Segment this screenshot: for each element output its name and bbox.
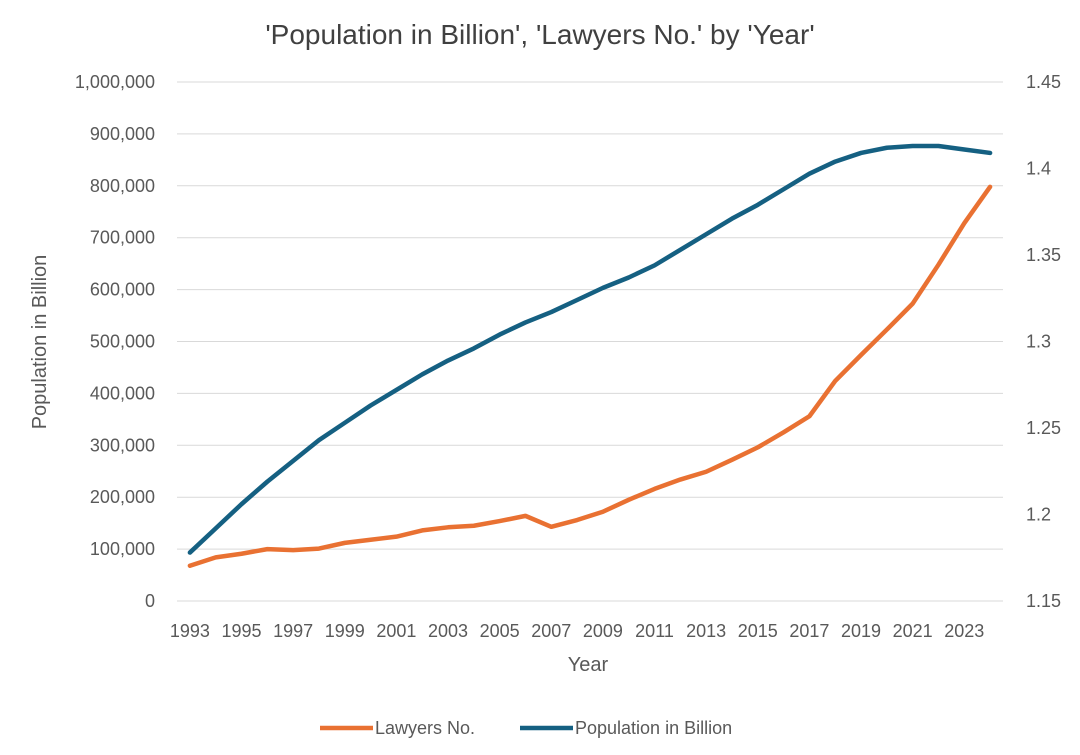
y2-tick-label: 1.35 (1026, 245, 1061, 265)
left-y-axis-ticks: 0 100,000 200,000 300,000 400,000 500,000 600,… (75, 72, 155, 611)
x-tick-label: 1999 (325, 621, 365, 641)
y-tick-label: 800,000 (90, 176, 155, 196)
gridlines (177, 81, 1003, 602)
x-tick-label: 2007 (531, 621, 571, 641)
x-tick-label: 1993 (170, 621, 210, 641)
x-axis-label: Year (568, 654, 609, 676)
y2-tick-label: 1.2 (1026, 505, 1051, 525)
legend-label: Population in Billion (575, 718, 732, 738)
y2-tick-label: 1.25 (1026, 418, 1061, 438)
y-axis-label: Population in Billion (29, 255, 51, 430)
x-tick-label: 1997 (273, 621, 313, 641)
x-tick-label: 2019 (841, 621, 881, 641)
series-line-lawyers-no (187, 184, 993, 568)
chart-title: 'Population in Billion', 'Lawyers No.' b… (265, 19, 814, 50)
x-tick-label: 2005 (480, 621, 520, 641)
series-lines (187, 143, 993, 568)
x-tick-label: 2011 (635, 621, 674, 641)
y2-tick-label: 1.3 (1026, 332, 1051, 352)
series-line-population-in-billion (187, 143, 993, 555)
x-tick-label: 1995 (222, 621, 262, 641)
x-axis-ticks: 1993 1995 1997 1999 2001 2003 2005 2007 2009 2011… (170, 621, 984, 641)
x-tick-label: 2017 (789, 621, 829, 641)
y-tick-label: 100,000 (90, 539, 155, 559)
right-y-axis-ticks: 1.15 1.2 1.25 1.3 1.35 1.4 1.45 (1026, 72, 1061, 611)
legend: Lawyers No. Population in Billion (320, 718, 732, 738)
y-tick-label: 0 (145, 591, 155, 611)
y-tick-label: 400,000 (90, 383, 155, 403)
x-tick-label: 2015 (738, 621, 778, 641)
x-tick-label: 2003 (428, 621, 468, 641)
x-tick-label: 2001 (376, 621, 416, 641)
y-tick-label: 600,000 (90, 280, 155, 300)
x-tick-label: 2009 (583, 621, 623, 641)
y2-tick-label: 1.4 (1026, 159, 1051, 179)
y-tick-label: 900,000 (90, 124, 155, 144)
x-tick-label: 2021 (893, 621, 933, 641)
y-tick-label: 500,000 (90, 332, 155, 352)
y2-tick-label: 1.15 (1026, 591, 1061, 611)
y2-tick-label: 1.45 (1026, 72, 1061, 92)
y-tick-label: 700,000 (90, 228, 155, 248)
x-tick-label: 2023 (944, 621, 984, 641)
legend-label: Lawyers No. (375, 718, 475, 738)
y-tick-label: 1,000,000 (75, 72, 155, 92)
y-tick-label: 300,000 (90, 435, 155, 455)
y-tick-label: 200,000 (90, 487, 155, 507)
x-tick-label: 2013 (686, 621, 726, 641)
